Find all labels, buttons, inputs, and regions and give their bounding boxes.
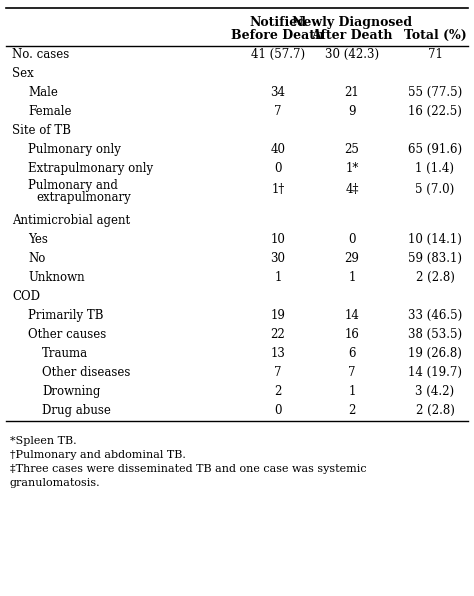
Text: 55 (77.5): 55 (77.5) — [408, 86, 462, 99]
Text: granulomatosis.: granulomatosis. — [10, 478, 100, 488]
Text: 16 (22.5): 16 (22.5) — [408, 105, 462, 118]
Text: Site of TB: Site of TB — [12, 124, 71, 137]
Text: No. cases: No. cases — [12, 48, 69, 61]
Text: Extrapulmonary only: Extrapulmonary only — [28, 162, 153, 175]
Text: 0: 0 — [274, 404, 282, 417]
Text: Drug abuse: Drug abuse — [42, 404, 111, 417]
Text: Newly Diagnosed: Newly Diagnosed — [292, 16, 412, 29]
Text: Other diseases: Other diseases — [42, 366, 130, 379]
Text: 22: 22 — [271, 328, 285, 341]
Text: Unknown: Unknown — [28, 271, 85, 284]
Text: 0: 0 — [348, 233, 356, 246]
Text: Total (%): Total (%) — [404, 29, 466, 42]
Text: Pulmonary only: Pulmonary only — [28, 143, 121, 156]
Text: 5 (7.0): 5 (7.0) — [415, 182, 455, 195]
Text: 59 (83.1): 59 (83.1) — [408, 252, 462, 265]
Text: Sex: Sex — [12, 67, 34, 80]
Text: 6: 6 — [348, 347, 356, 360]
Text: 30: 30 — [271, 252, 285, 265]
Text: Notified: Notified — [249, 16, 307, 29]
Text: 14 (19.7): 14 (19.7) — [408, 366, 462, 379]
Text: COD: COD — [12, 290, 40, 303]
Text: 3 (4.2): 3 (4.2) — [415, 385, 455, 398]
Text: ‡Three cases were disseminated TB and one case was systemic: ‡Three cases were disseminated TB and on… — [10, 464, 366, 474]
Text: 1: 1 — [274, 271, 282, 284]
Text: 71: 71 — [428, 48, 442, 61]
Text: 2 (2.8): 2 (2.8) — [416, 271, 455, 284]
Text: 2: 2 — [348, 404, 356, 417]
Text: 10 (14.1): 10 (14.1) — [408, 233, 462, 246]
Text: No: No — [28, 252, 46, 265]
Text: Drowning: Drowning — [42, 385, 100, 398]
Text: 34: 34 — [271, 86, 285, 99]
Text: 7: 7 — [348, 366, 356, 379]
Text: 14: 14 — [345, 309, 359, 322]
Text: 65 (91.6): 65 (91.6) — [408, 143, 462, 156]
Text: *Spleen TB.: *Spleen TB. — [10, 436, 77, 446]
Text: 1: 1 — [348, 385, 356, 398]
Text: 7: 7 — [274, 366, 282, 379]
Text: 1*: 1* — [346, 162, 359, 175]
Text: 21: 21 — [345, 86, 359, 99]
Text: After Death: After Death — [311, 29, 393, 42]
Text: 2: 2 — [274, 385, 282, 398]
Text: Male: Male — [28, 86, 58, 99]
Text: 4‡: 4‡ — [345, 182, 359, 195]
Text: 16: 16 — [345, 328, 359, 341]
Text: 13: 13 — [271, 347, 285, 360]
Text: Primarily TB: Primarily TB — [28, 309, 103, 322]
Text: extrapulmonary: extrapulmonary — [36, 191, 131, 204]
Text: Other causes: Other causes — [28, 328, 106, 341]
Text: 30 (42.3): 30 (42.3) — [325, 48, 379, 61]
Text: 25: 25 — [345, 143, 359, 156]
Text: 40: 40 — [271, 143, 285, 156]
Text: 38 (53.5): 38 (53.5) — [408, 328, 462, 341]
Text: †Pulmonary and abdominal TB.: †Pulmonary and abdominal TB. — [10, 450, 186, 460]
Text: Trauma: Trauma — [42, 347, 88, 360]
Text: 0: 0 — [274, 162, 282, 175]
Text: Yes: Yes — [28, 233, 48, 246]
Text: 29: 29 — [345, 252, 359, 265]
Text: 7: 7 — [274, 105, 282, 118]
Text: 1 (1.4): 1 (1.4) — [416, 162, 455, 175]
Text: Pulmonary and: Pulmonary and — [28, 179, 118, 193]
Text: 9: 9 — [348, 105, 356, 118]
Text: 1: 1 — [348, 271, 356, 284]
Text: Female: Female — [28, 105, 72, 118]
Text: 19 (26.8): 19 (26.8) — [408, 347, 462, 360]
Text: 2 (2.8): 2 (2.8) — [416, 404, 455, 417]
Text: 10: 10 — [271, 233, 285, 246]
Text: 41 (57.7): 41 (57.7) — [251, 48, 305, 61]
Text: 19: 19 — [271, 309, 285, 322]
Text: Before Death: Before Death — [231, 29, 325, 42]
Text: 1†: 1† — [272, 182, 284, 195]
Text: Antimicrobial agent: Antimicrobial agent — [12, 214, 130, 227]
Text: 33 (46.5): 33 (46.5) — [408, 309, 462, 322]
